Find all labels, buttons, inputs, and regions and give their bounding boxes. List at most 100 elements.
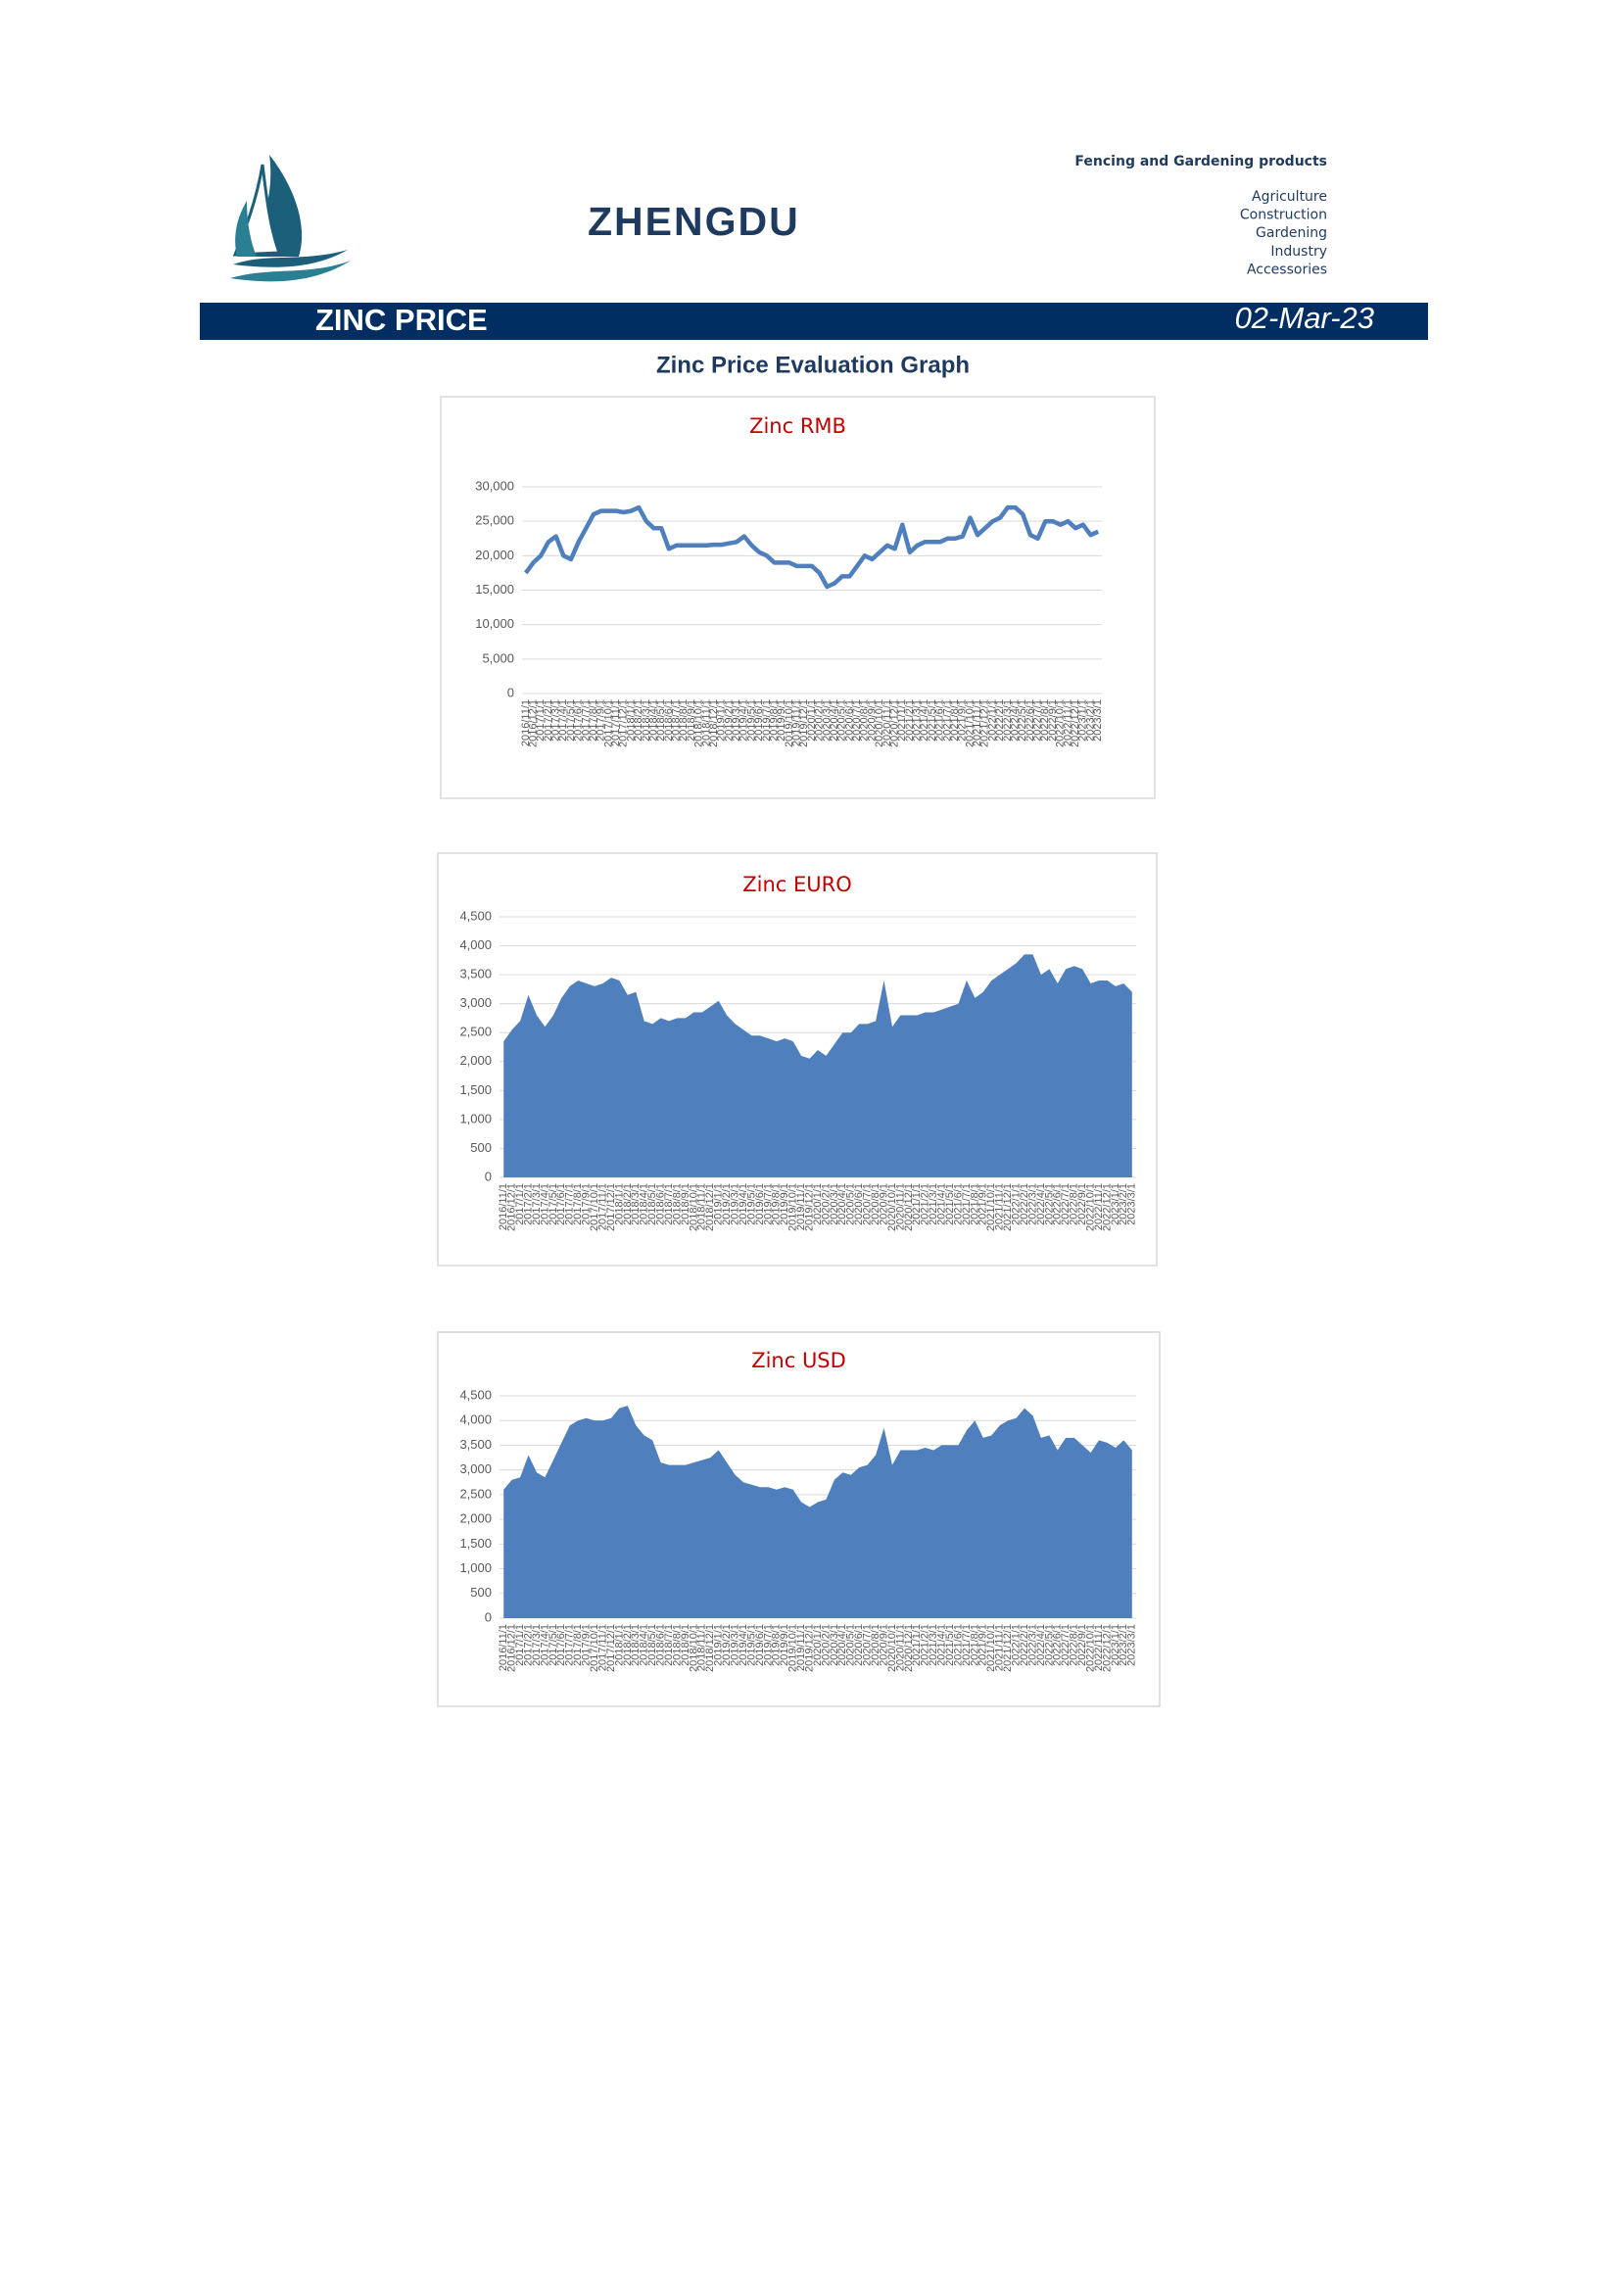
x-tick-label: 2018/7/1 xyxy=(671,699,683,741)
x-tick-label: 2022/4/1 xyxy=(1009,699,1021,741)
x-tick-label: 2019/11/1 xyxy=(791,699,803,746)
x-tick-label: 2018/8/1 xyxy=(671,1624,683,1666)
x-tick-label: 2021/5/1 xyxy=(927,699,938,741)
x-tick-label: 2019/7/1 xyxy=(761,699,773,741)
x-tick-label: 2020/2/1 xyxy=(820,1183,832,1225)
x-tick-label: 2018/3/1 xyxy=(630,1624,642,1666)
x-tick-label: 2022/3/1 xyxy=(1002,699,1014,741)
x-tick-label: 2017/5/1 xyxy=(548,1624,559,1666)
x-tick-label: 2017/5/1 xyxy=(548,1183,559,1225)
x-tick-label: 2021/12/1 xyxy=(1002,1624,1014,1672)
x-tick-label: 2021/10/1 xyxy=(985,1624,997,1672)
x-tick-label: 2017/3/1 xyxy=(550,699,562,741)
x-tick-label: 2021/9/1 xyxy=(977,1183,989,1225)
x-tick-label: 2020/3/1 xyxy=(821,699,833,741)
x-tick-label: 2021/6/1 xyxy=(934,699,946,741)
x-tick-label: 2020/11/1 xyxy=(894,1624,906,1671)
y-tick-label: 20,000 xyxy=(475,548,514,562)
x-tick-label: 2019/7/1 xyxy=(762,1624,774,1666)
x-tick-label: 2020/12/1 xyxy=(888,699,900,747)
x-tick-label: 2021/6/1 xyxy=(952,1624,964,1666)
x-tick-label: 2018/12/1 xyxy=(704,1624,716,1672)
x-tick-label: 2021/8/1 xyxy=(949,699,961,741)
x-tick-label: 2018/1/1 xyxy=(613,1183,625,1225)
y-tick-label: 1,000 xyxy=(459,1560,492,1575)
x-tick-label: 2019/7/1 xyxy=(762,1183,774,1225)
x-tick-label: 2022/10/1 xyxy=(1055,699,1067,747)
x-tick-label: 2020/9/1 xyxy=(878,1183,889,1225)
x-tick-label: 2021/12/1 xyxy=(979,699,991,747)
x-tick-label: 2019/5/1 xyxy=(745,1624,757,1666)
y-tick-label: 15,000 xyxy=(475,582,514,597)
y-tick-label: 4,500 xyxy=(459,1387,492,1402)
product-item: Accessories xyxy=(1247,262,1327,277)
x-tick-label: 2022/4/1 xyxy=(1035,1183,1047,1225)
x-tick-label: 2022/10/1 xyxy=(1084,1624,1096,1672)
x-tick-label: 2023/1/1 xyxy=(1110,1183,1121,1225)
x-tick-label: 2020/4/1 xyxy=(836,1624,848,1666)
chart-title: Zinc USD xyxy=(751,1349,846,1372)
x-tick-label: 2017/10/1 xyxy=(602,699,614,747)
x-tick-label: 2022/3/1 xyxy=(1026,1183,1038,1225)
x-tick-label: 2020/10/1 xyxy=(886,1624,898,1672)
x-tick-label: 2018/5/1 xyxy=(655,699,667,741)
x-tick-label: 2018/8/1 xyxy=(671,1183,683,1225)
product-item: Industry xyxy=(1270,244,1327,260)
x-tick-label: 2018/4/1 xyxy=(639,1183,650,1225)
x-tick-label: 2022/7/1 xyxy=(1032,699,1044,741)
x-tick-label: 2016/12/1 xyxy=(506,1183,518,1231)
x-tick-label: 2022/7/1 xyxy=(1060,1183,1072,1225)
x-tick-label: 2021/2/1 xyxy=(904,699,916,741)
x-tick-label: 2022/4/1 xyxy=(1035,1624,1047,1666)
x-tick-label: 2018/10/1 xyxy=(688,1624,699,1672)
x-tick-label: 2019/10/1 xyxy=(787,1183,799,1231)
x-tick-label: 2020/8/1 xyxy=(870,1624,881,1666)
x-tick-label: 2020/1/1 xyxy=(812,1183,824,1225)
product-item: Construction xyxy=(1240,208,1327,223)
x-tick-label: 2023/2/1 xyxy=(1118,1183,1129,1225)
x-tick-label: 2019/8/1 xyxy=(771,1183,783,1225)
x-tick-label: 2022/12/1 xyxy=(1101,1624,1113,1672)
x-tick-label: 2018/7/1 xyxy=(663,1624,675,1666)
x-tick-label: 2021/4/1 xyxy=(936,1183,948,1225)
y-tick-label: 2,500 xyxy=(459,1025,492,1039)
x-tick-label: 2018/5/1 xyxy=(646,1183,658,1225)
y-tick-label: 2,000 xyxy=(459,1511,492,1526)
x-tick-label: 2018/9/1 xyxy=(680,1624,691,1666)
x-tick-label: 2016/11/1 xyxy=(520,699,532,746)
x-tick-label: 2022/6/1 xyxy=(1052,1624,1064,1666)
x-tick-label: 2019/10/1 xyxy=(787,1624,799,1672)
x-tick-label: 2017/12/1 xyxy=(605,1183,617,1231)
x-tick-label: 2017/9/1 xyxy=(581,1183,593,1225)
x-tick-label: 2020/3/1 xyxy=(829,1183,840,1225)
x-tick-label: 2017/4/1 xyxy=(539,1624,550,1666)
x-tick-label: 2017/1/1 xyxy=(535,699,547,741)
x-tick-label: 2020/1/1 xyxy=(812,1624,824,1666)
x-tick-label: 2020/10/1 xyxy=(886,1183,898,1231)
x-tick-label: 2020/9/1 xyxy=(878,1624,889,1666)
x-tick-label: 2017/3/1 xyxy=(531,1183,543,1225)
x-tick-label: 2019/2/1 xyxy=(723,699,735,741)
x-tick-label: 2022/8/1 xyxy=(1069,1624,1080,1666)
x-tick-label: 2019/8/1 xyxy=(768,699,780,741)
chart-title: Zinc EURO xyxy=(742,873,852,896)
x-tick-label: 2017/6/1 xyxy=(555,1624,567,1666)
x-tick-label: 2021/9/1 xyxy=(977,1624,989,1666)
x-tick-label: 2023/3/1 xyxy=(1126,1183,1138,1225)
x-tick-label: 2021/2/1 xyxy=(920,1183,931,1225)
product-item: Agriculture xyxy=(1252,189,1327,205)
x-tick-label: 2022/6/1 xyxy=(1052,1183,1064,1225)
x-tick-label: 2018/11/1 xyxy=(696,1624,708,1671)
y-tick-label: 4,000 xyxy=(459,1412,492,1427)
x-tick-label: 2021/8/1 xyxy=(969,1183,980,1225)
x-tick-label: 2017/1/1 xyxy=(514,1183,526,1225)
x-tick-label: 2019/9/1 xyxy=(779,1183,790,1225)
x-tick-label: 2022/1/1 xyxy=(1011,1624,1023,1666)
x-tick-label: 2020/2/1 xyxy=(814,699,826,741)
x-tick-label: 2022/6/1 xyxy=(1024,699,1036,741)
x-tick-label: 2020/8/1 xyxy=(870,1183,881,1225)
x-tick-label: 2020/5/1 xyxy=(845,1183,857,1225)
x-tick-label: 2019/3/1 xyxy=(729,1624,740,1666)
x-tick-label: 2018/1/1 xyxy=(613,1624,625,1666)
